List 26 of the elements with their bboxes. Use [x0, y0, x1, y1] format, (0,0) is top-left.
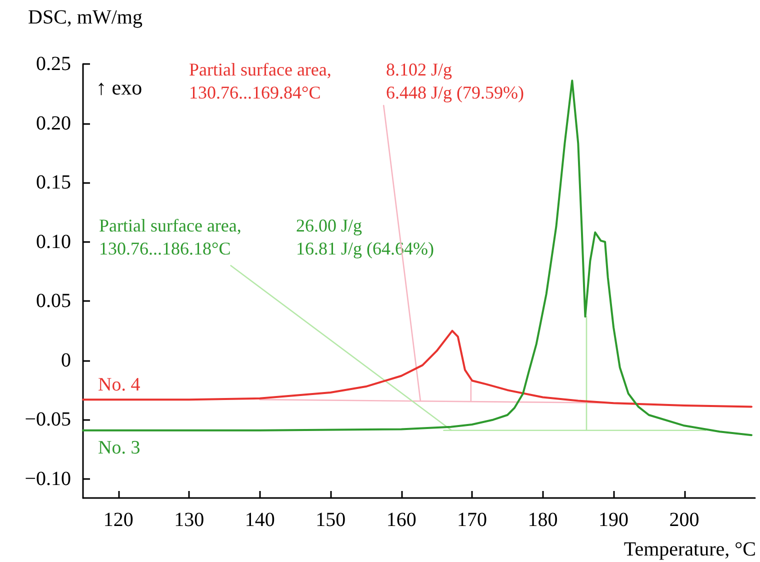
series-label: No. 3 — [98, 437, 140, 458]
y-tick-label: 0.15 — [36, 172, 71, 194]
series-label: No. 4 — [98, 374, 141, 396]
y-axis-title: DSC, mW/mg — [28, 6, 142, 28]
x-tick-label: 200 — [669, 509, 700, 531]
y-tick-label: 0.05 — [36, 290, 71, 312]
x-tick-label: 170 — [457, 509, 488, 531]
annotation: 8.102 J/g 6.448 J/g (79.59%) — [386, 60, 524, 102]
y-tick-label: 0.10 — [36, 230, 71, 253]
x-tick-label: 160 — [386, 509, 416, 531]
y-tick-label: −0.05 — [24, 408, 71, 431]
annotation: Partial surface area, 130.76...169.84°C — [189, 60, 332, 102]
annotation: 26.00 J/g 16.81 J/g (64.64%) — [296, 216, 434, 258]
y-tick-label: −0.10 — [24, 468, 71, 490]
y-tick-label: 0.20 — [36, 112, 71, 134]
x-tick-label: 150 — [316, 509, 346, 531]
x-tick-label: 190 — [598, 509, 629, 531]
annotation: Partial surface area, 130.76...186.18°C — [99, 216, 242, 258]
x-tick-label: 130 — [174, 509, 204, 531]
annotation: ↑ exo — [96, 76, 142, 100]
x-axis-title: Temperature, °C — [624, 538, 756, 560]
x-tick-label: 140 — [244, 509, 275, 531]
y-tick-label: 0 — [61, 349, 71, 372]
y-tick-label: 0.25 — [36, 53, 71, 75]
x-tick-label: 120 — [103, 509, 134, 531]
x-tick-label: 180 — [528, 509, 558, 531]
